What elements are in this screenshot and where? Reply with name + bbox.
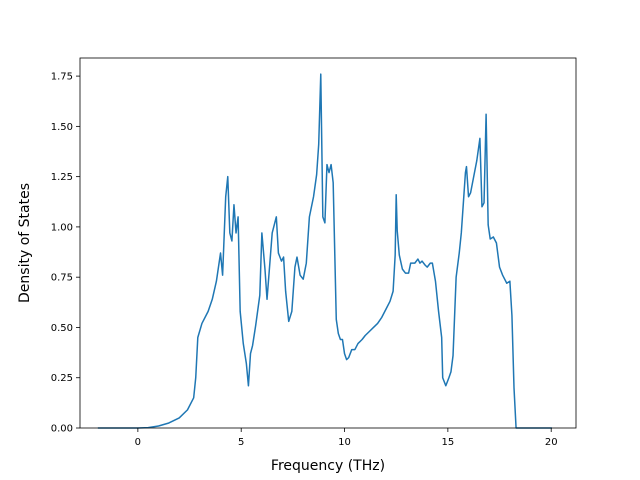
dos-series-line xyxy=(97,73,552,429)
y-tick-label: 0.75 xyxy=(51,273,73,284)
y-axis-ticks: 0.00 0.25 0.50 0.75 1.00 1.25 1.50 1.75 xyxy=(51,72,80,435)
plot-area xyxy=(97,73,552,429)
x-axis-ticks: 0 5 10 15 20 xyxy=(135,428,558,448)
x-tick-label: 0 xyxy=(135,437,141,448)
x-axis-title: Frequency (THz) xyxy=(271,458,385,474)
axes-frame xyxy=(79,57,577,429)
y-tick-label: 1.00 xyxy=(51,222,73,233)
y-tick-label: 0.25 xyxy=(51,373,73,384)
x-tick-label: 5 xyxy=(238,437,244,448)
x-tick-label: 10 xyxy=(338,437,351,448)
y-tick-label: 1.50 xyxy=(51,122,73,133)
x-tick-label: 15 xyxy=(441,437,454,448)
y-axis-title: Density of States xyxy=(17,183,33,303)
y-tick-label: 0.50 xyxy=(51,323,73,334)
y-tick-label: 0.00 xyxy=(51,424,73,435)
y-tick-label: 1.75 xyxy=(51,72,73,83)
x-tick-label: 20 xyxy=(545,437,558,448)
y-tick-label: 1.25 xyxy=(51,172,73,183)
